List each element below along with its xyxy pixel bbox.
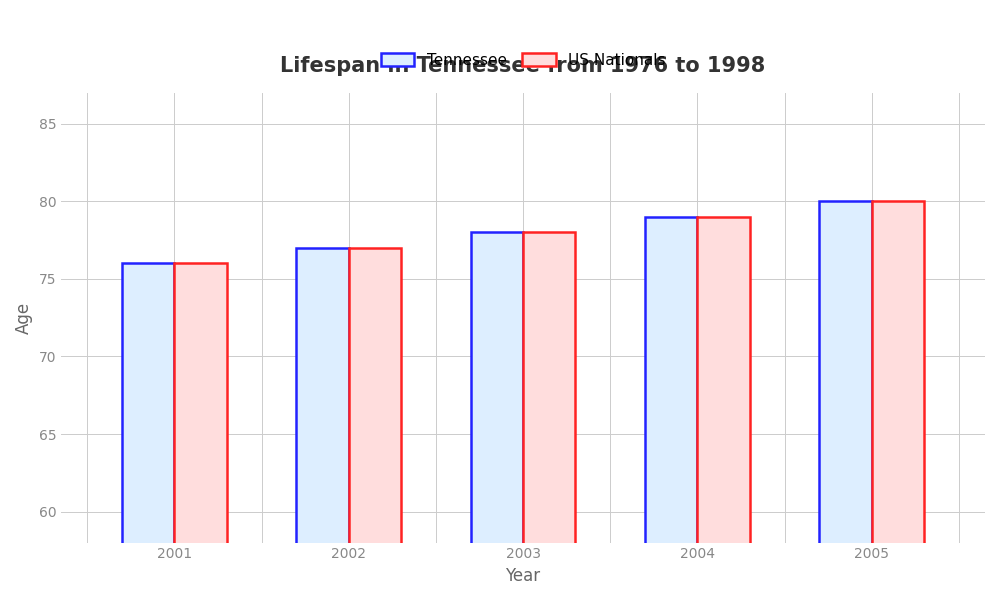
Bar bbox=[174, 263, 227, 600]
Title: Lifespan in Tennessee from 1976 to 1998: Lifespan in Tennessee from 1976 to 1998 bbox=[280, 56, 766, 76]
Bar bbox=[523, 232, 575, 600]
Y-axis label: Age: Age bbox=[15, 302, 33, 334]
Bar bbox=[296, 248, 349, 600]
Bar bbox=[349, 248, 401, 600]
Bar bbox=[697, 217, 750, 600]
Bar bbox=[122, 263, 174, 600]
Legend: Tennessee, US Nationals: Tennessee, US Nationals bbox=[375, 46, 671, 74]
Bar bbox=[819, 202, 872, 600]
Bar bbox=[872, 202, 924, 600]
Bar bbox=[471, 232, 523, 600]
X-axis label: Year: Year bbox=[505, 567, 541, 585]
Bar bbox=[645, 217, 697, 600]
